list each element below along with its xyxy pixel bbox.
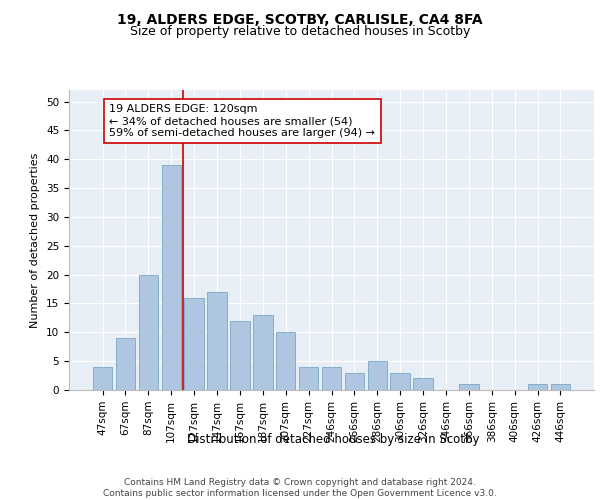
- Bar: [230, 321, 250, 390]
- Text: Size of property relative to detached houses in Scotby: Size of property relative to detached ho…: [130, 25, 470, 38]
- Bar: [528, 384, 547, 390]
- Bar: [161, 165, 181, 390]
- Text: Distribution of detached houses by size in Scotby: Distribution of detached houses by size …: [187, 432, 479, 446]
- Bar: [391, 372, 410, 390]
- Bar: [184, 298, 204, 390]
- Bar: [413, 378, 433, 390]
- Bar: [93, 367, 112, 390]
- Text: Contains HM Land Registry data © Crown copyright and database right 2024.
Contai: Contains HM Land Registry data © Crown c…: [103, 478, 497, 498]
- Bar: [116, 338, 135, 390]
- Bar: [322, 367, 341, 390]
- Bar: [344, 372, 364, 390]
- Bar: [551, 384, 570, 390]
- Text: 19, ALDERS EDGE, SCOTBY, CARLISLE, CA4 8FA: 19, ALDERS EDGE, SCOTBY, CARLISLE, CA4 8…: [117, 12, 483, 26]
- Text: 19 ALDERS EDGE: 120sqm
← 34% of detached houses are smaller (54)
59% of semi-det: 19 ALDERS EDGE: 120sqm ← 34% of detached…: [109, 104, 376, 138]
- Bar: [276, 332, 295, 390]
- Y-axis label: Number of detached properties: Number of detached properties: [31, 152, 40, 328]
- Bar: [368, 361, 387, 390]
- Bar: [459, 384, 479, 390]
- Bar: [299, 367, 319, 390]
- Bar: [253, 315, 272, 390]
- Bar: [139, 274, 158, 390]
- Bar: [208, 292, 227, 390]
